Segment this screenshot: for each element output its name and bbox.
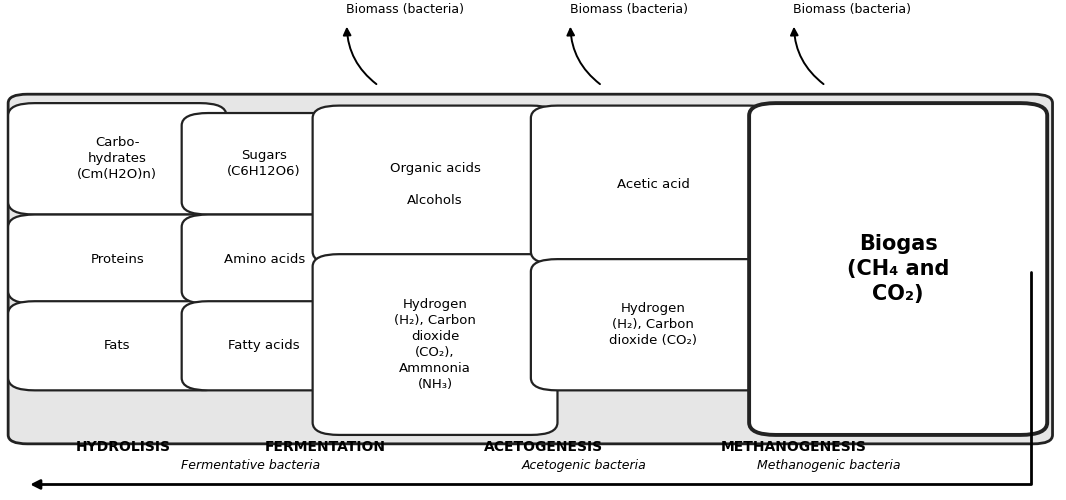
- Text: Acetic acid: Acetic acid: [617, 178, 690, 192]
- Text: ACETOGENESIS: ACETOGENESIS: [484, 440, 603, 454]
- Text: Amino acids: Amino acids: [224, 252, 305, 266]
- Text: Methanogenic bacteria: Methanogenic bacteria: [757, 459, 901, 472]
- Text: Biomass (bacteria): Biomass (bacteria): [793, 4, 911, 16]
- Text: Proteins: Proteins: [91, 252, 144, 266]
- Text: FERMENTATION: FERMENTATION: [264, 440, 386, 454]
- FancyBboxPatch shape: [531, 259, 776, 390]
- FancyBboxPatch shape: [9, 214, 226, 304]
- FancyBboxPatch shape: [181, 113, 346, 214]
- Text: Carbo-
hydrates
(Cm(H2O)n): Carbo- hydrates (Cm(H2O)n): [77, 136, 158, 182]
- FancyBboxPatch shape: [9, 301, 226, 390]
- Text: Biomass (bacteria): Biomass (bacteria): [570, 4, 688, 16]
- FancyBboxPatch shape: [531, 106, 776, 264]
- Text: Hydrogen
(H₂), Carbon
dioxide
(CO₂),
Ammnonia
(NH₃): Hydrogen (H₂), Carbon dioxide (CO₂), Amm…: [394, 298, 477, 391]
- Text: Organic acids

Alcohols: Organic acids Alcohols: [389, 162, 481, 208]
- FancyBboxPatch shape: [749, 103, 1047, 435]
- FancyBboxPatch shape: [9, 94, 1052, 444]
- Text: Hydrogen
(H₂), Carbon
dioxide (CO₂): Hydrogen (H₂), Carbon dioxide (CO₂): [610, 302, 697, 347]
- FancyBboxPatch shape: [312, 254, 558, 435]
- Text: Sugars
(C6H12O6): Sugars (C6H12O6): [227, 150, 301, 178]
- Text: Acetogenic bacteria: Acetogenic bacteria: [521, 459, 646, 472]
- FancyBboxPatch shape: [181, 301, 346, 390]
- Text: Fats: Fats: [104, 340, 130, 352]
- Text: Biomass (bacteria): Biomass (bacteria): [346, 4, 465, 16]
- Text: Biogas
(CH₄ and
CO₂): Biogas (CH₄ and CO₂): [847, 234, 950, 304]
- Text: METHANOGENESIS: METHANOGENESIS: [721, 440, 867, 454]
- FancyBboxPatch shape: [9, 103, 226, 214]
- Text: Fermentative bacteria: Fermentative bacteria: [181, 459, 321, 472]
- FancyBboxPatch shape: [312, 106, 558, 264]
- Text: HYDROLISIS: HYDROLISIS: [76, 440, 171, 454]
- Text: Fatty acids: Fatty acids: [228, 340, 300, 352]
- FancyBboxPatch shape: [181, 214, 346, 304]
